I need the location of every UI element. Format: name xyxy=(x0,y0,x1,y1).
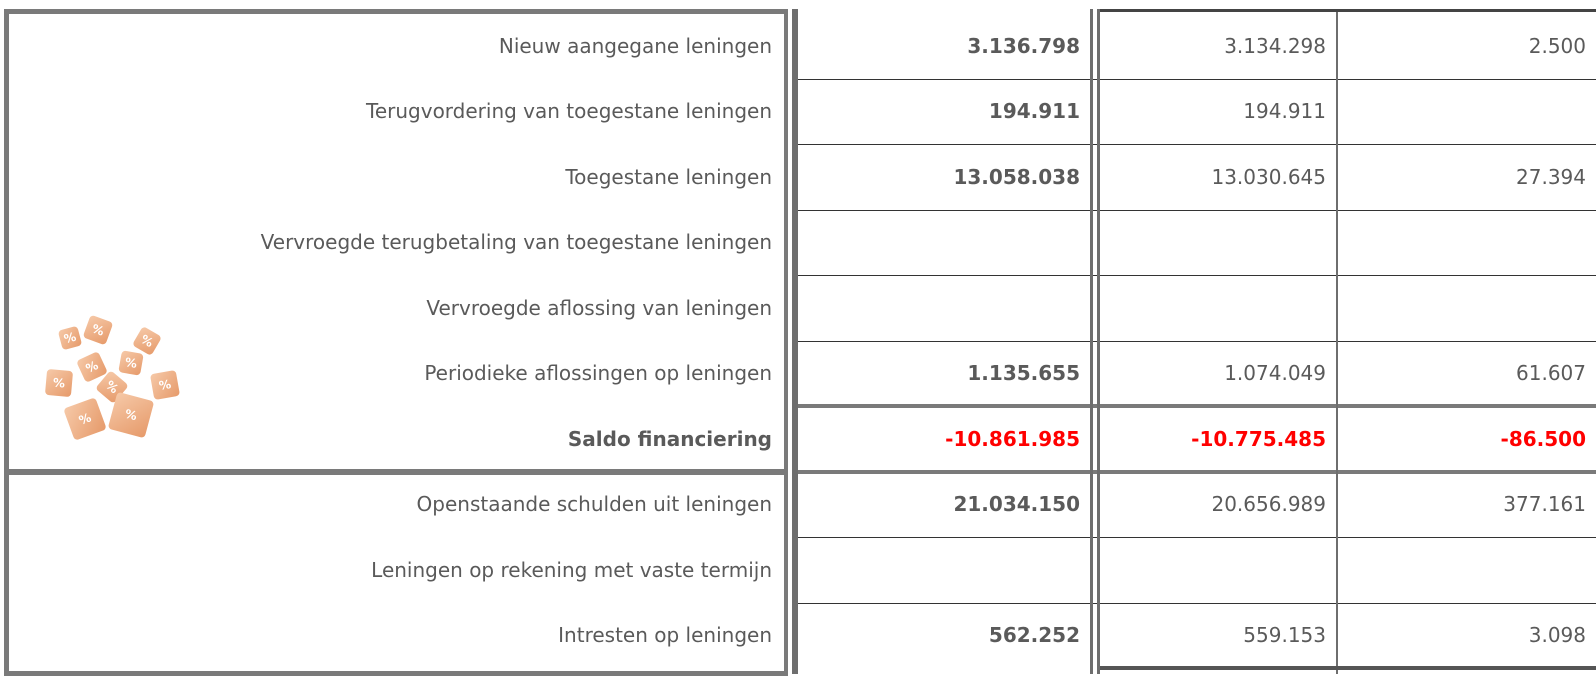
column-border xyxy=(1097,9,1100,674)
cell-value: 562.252 xyxy=(798,603,1080,669)
cell-value: 61.607 xyxy=(1339,341,1586,407)
cell-value: 27.394 xyxy=(1339,144,1586,210)
cell-value: 3.098 xyxy=(1339,603,1586,669)
column-border xyxy=(1090,9,1093,674)
cell-value: 194.911 xyxy=(798,79,1080,145)
cell-value: 377.161 xyxy=(1339,472,1586,538)
cell-value: -10.861.985 xyxy=(798,406,1080,472)
cell-value: 559.153 xyxy=(1103,603,1326,669)
row-line xyxy=(795,537,1596,538)
cell-value: 13.058.038 xyxy=(798,144,1080,210)
row-line xyxy=(795,603,1596,604)
top-line xyxy=(1100,9,1596,12)
cell-value: 13.030.645 xyxy=(1103,144,1326,210)
row-line xyxy=(795,275,1596,276)
bottom-line xyxy=(1100,666,1596,670)
cell-value: 1.074.049 xyxy=(1103,341,1326,407)
column-border xyxy=(1336,9,1338,674)
column-border xyxy=(795,9,798,674)
cell-value: 194.911 xyxy=(1103,79,1326,145)
cell-value: 3.136.798 xyxy=(798,13,1080,79)
row-line xyxy=(795,404,1596,408)
cell-value: -10.775.485 xyxy=(1103,406,1326,472)
row-line xyxy=(795,144,1596,145)
cell-value: 1.135.655 xyxy=(798,341,1080,407)
row-line xyxy=(795,210,1596,211)
label-frame xyxy=(4,470,788,676)
cell-value: 3.134.298 xyxy=(1103,13,1326,79)
row-line xyxy=(795,79,1596,80)
row-line xyxy=(795,470,1596,474)
cell-value: 2.500 xyxy=(1339,13,1586,79)
row-line xyxy=(795,341,1596,342)
cell-value: -86.500 xyxy=(1339,406,1586,472)
cell-value: 21.034.150 xyxy=(798,472,1080,538)
cell-value: 20.656.989 xyxy=(1103,472,1326,538)
